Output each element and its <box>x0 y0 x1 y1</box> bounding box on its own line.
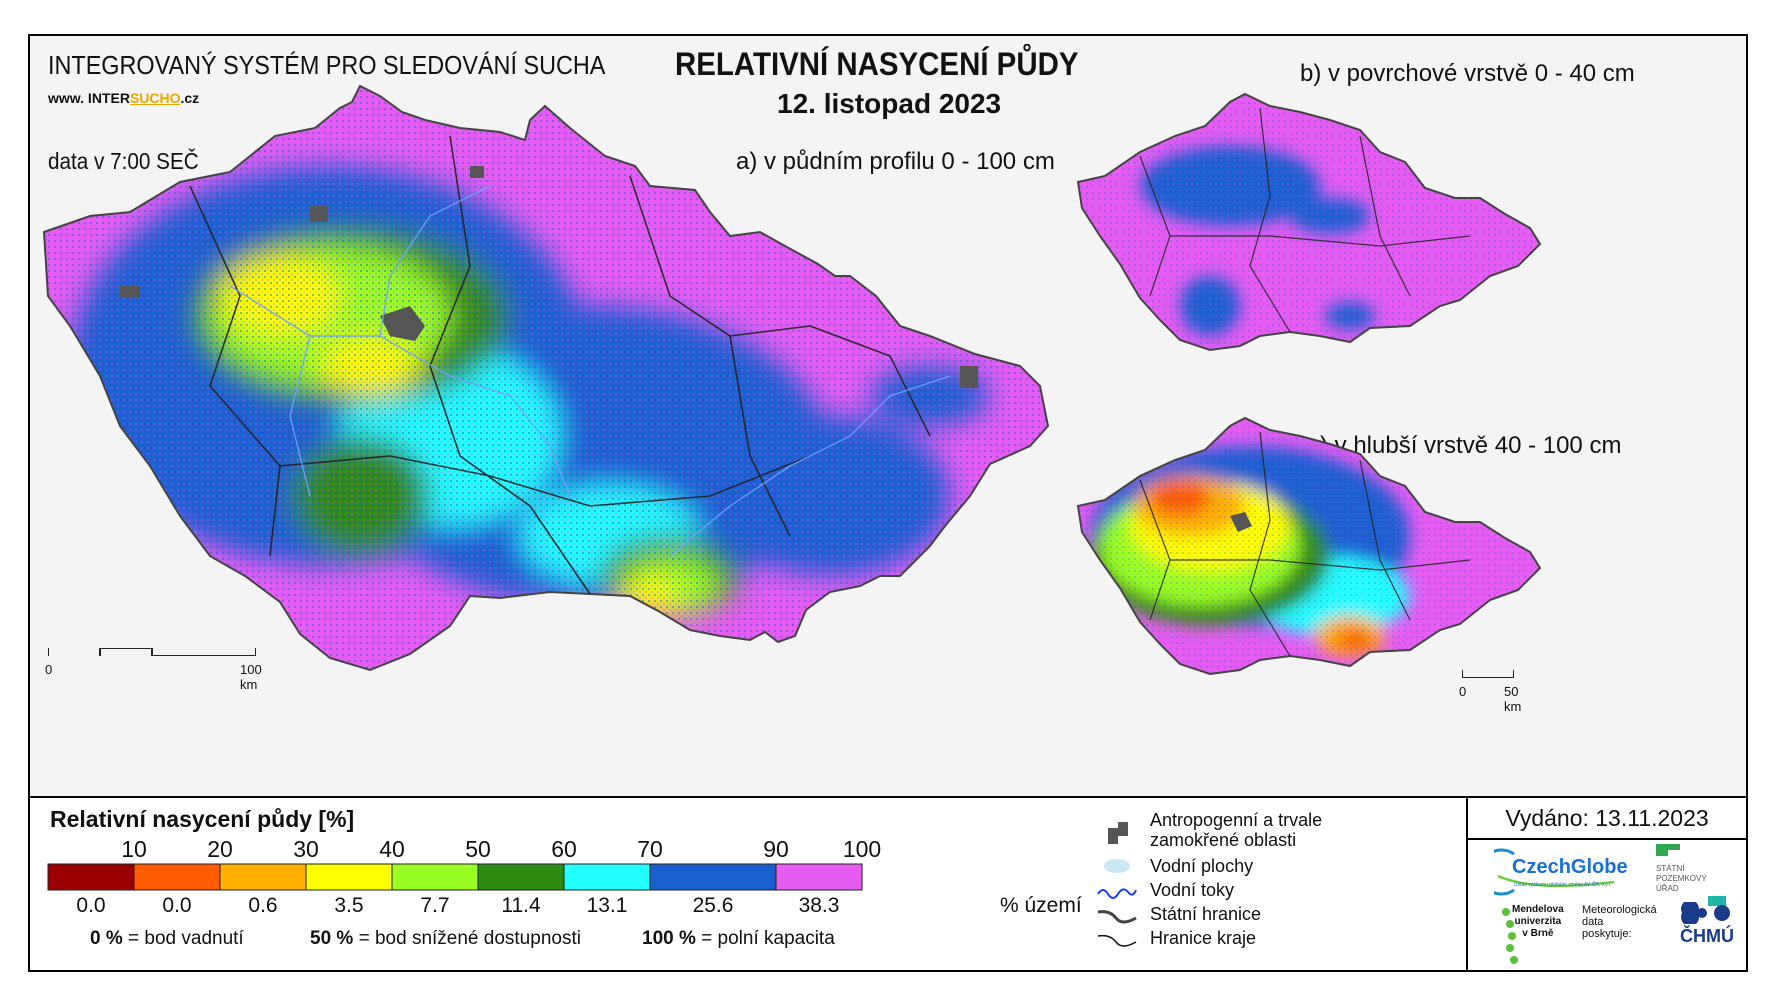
color-bar <box>47 863 863 891</box>
scale-a-start: 0 <box>45 662 53 677</box>
mendelu-logo: Mendelova univerzita v Brně <box>1512 904 1564 940</box>
state-border-icon <box>1097 910 1137 924</box>
czechglobe-logo: CzechGlobe <box>1512 856 1628 878</box>
symbol-state-border: Státní hranice <box>1150 904 1262 924</box>
color-class-7 <box>649 863 777 891</box>
symbol-rivers: Vodní toky <box>1150 880 1235 900</box>
chmu-logo-icon <box>1681 902 1730 924</box>
map-b-label: b) v povrchové vrstvě 0 - 40 cm <box>1300 60 1635 87</box>
data-provided-line1: Meteorologická <box>1582 904 1657 916</box>
map-a <box>42 84 1050 672</box>
website-suffix: .cz <box>180 90 200 106</box>
mendelu-dots-icon <box>1502 908 1518 964</box>
area-percent-label: 38.3 <box>798 894 840 917</box>
spu-teal-mark-icon <box>1708 896 1726 906</box>
area-percent-label: 11.4 <box>501 894 541 917</box>
color-class-5 <box>477 863 565 891</box>
note-wilting: 0 % = bod vadnutí <box>90 928 244 950</box>
symbol-anthropogenic: Antropogenní a trvale zamokřené oblasti <box>1150 810 1322 850</box>
mendelu-line2: univerzita <box>1514 916 1562 927</box>
break-label: 50 <box>465 836 491 862</box>
area-percent-label: 7.7 <box>420 894 450 917</box>
legend-area: Relativní nasycení půdy [%] 10 20 30 40 50 60… <box>30 796 1746 972</box>
area-percent-label: 0.0 <box>162 894 192 917</box>
area-percent-label: 3.5 <box>334 894 364 917</box>
color-class-1 <box>133 863 221 891</box>
spu-logo-icon <box>1656 844 1680 856</box>
note-reduced-text: = bod snížené dostupnosti <box>358 928 581 949</box>
area-percent-label: 13.1 <box>586 894 628 917</box>
map-panel: INTEGROVANÝ SYSTÉM PRO SLEDOVÁNÍ SUCHA w… <box>30 36 1746 794</box>
time-info: data v 7:00 SEČ <box>48 148 199 174</box>
mendelu-line3: v Brně <box>1522 928 1554 939</box>
symbol-anthropogenic-line2: zamokřené oblasti <box>1150 830 1297 850</box>
break-label: 90 <box>763 836 789 862</box>
spu-line2: POZEMKOVÝ <box>1656 874 1707 883</box>
figure-frame: INTEGROVANÝ SYSTÉM PRO SLEDOVÁNÍ SUCHA w… <box>28 34 1748 972</box>
scale-bar-c: 0 50 km <box>1459 670 1522 714</box>
break-label: 100 <box>842 836 882 862</box>
color-class-8 <box>775 863 863 891</box>
water-body-icon <box>1104 859 1130 873</box>
scale-a-end: 100 km <box>240 662 262 692</box>
area-unit: % území <box>1000 894 1082 917</box>
website-highlight: SUCHO <box>129 90 181 106</box>
note-capacity-text: = polní kapacita <box>701 928 835 949</box>
note-capacity: 100 % = polní kapacita <box>642 928 835 950</box>
data-provided-line3: poskytuje: <box>1582 928 1632 940</box>
color-class-4 <box>391 863 479 891</box>
color-class-0 <box>47 863 135 891</box>
break-label: 40 <box>379 836 405 862</box>
map-b <box>1076 92 1542 352</box>
symbol-region-border: Hranice kraje <box>1150 928 1257 948</box>
note-capacity-value: 100 % <box>642 928 696 949</box>
mendelu-line1: Mendelova <box>1512 904 1564 915</box>
area-percent-label: 0.6 <box>248 894 278 917</box>
spu-logo: STÁTNÍ POZEMKOVÝ ÚŘAD <box>1656 864 1707 894</box>
website-link[interactable]: www. INTERSUCHO.cz <box>48 90 199 106</box>
break-label: 70 <box>637 836 663 862</box>
chmu-logo: ČHMÚ <box>1680 926 1734 946</box>
czechglobe-subtitle: Ústav výzkumu globální změny AV ČR, v.v.… <box>1514 882 1612 888</box>
region-border-icon <box>1097 934 1137 947</box>
break-label: 60 <box>551 836 577 862</box>
note-reduced-value: 50 % <box>310 928 354 949</box>
data-provided-line2: data <box>1582 916 1604 928</box>
scale-bar-a: 0 100 km <box>45 648 262 692</box>
note-wilting-value: 0 % <box>90 928 123 949</box>
data-provided-by: Meteorologická data poskytuje: <box>1582 904 1657 940</box>
symbol-water-bodies: Vodní plochy <box>1150 856 1254 876</box>
anthropogenic-icon <box>1108 822 1128 844</box>
system-title: INTEGROVANÝ SYSTÉM PRO SLEDOVÁNÍ SUCHA <box>48 50 606 80</box>
map-c <box>1076 416 1542 676</box>
scale-c-start: 0 <box>1459 684 1467 699</box>
area-percent-label: 0.0 <box>76 894 106 917</box>
river-icon <box>1097 888 1137 899</box>
color-class-3 <box>305 863 393 891</box>
scale-c-end: 50 km <box>1504 684 1522 714</box>
spu-line1: STÁTNÍ <box>1656 864 1685 873</box>
area-percent-label: 25.6 <box>692 894 734 917</box>
map-a-label: a) v půdním profilu 0 - 100 cm <box>736 148 1055 175</box>
legend-title: Relativní nasycení půdy [%] <box>50 806 355 832</box>
symbol-anthropogenic-line1: Antropogenní a trvale <box>1150 810 1323 830</box>
break-label: 10 <box>121 836 147 862</box>
note-reduced: 50 % = bod snížené dostupnosti <box>310 928 581 950</box>
main-date: 12. listopad 2023 <box>777 88 1002 119</box>
issued-box: Vydáno: 13.11.2023 CzechGlobe Ústav výzk… <box>1466 798 1746 972</box>
website-prefix: www. INTER <box>48 90 130 106</box>
color-class-6 <box>563 863 651 891</box>
issued-date: Vydáno: 13.11.2023 <box>1468 798 1746 840</box>
break-label: 30 <box>293 836 319 862</box>
break-label: 20 <box>207 836 233 862</box>
spu-line3: ÚŘAD <box>1656 884 1679 893</box>
main-title: RELATIVNÍ NASYCENÍ PŮDY <box>675 46 1079 82</box>
czechglobe-logo-icon <box>1494 848 1615 896</box>
color-class-2 <box>219 863 307 891</box>
note-wilting-text: = bod vadnutí <box>128 928 244 949</box>
